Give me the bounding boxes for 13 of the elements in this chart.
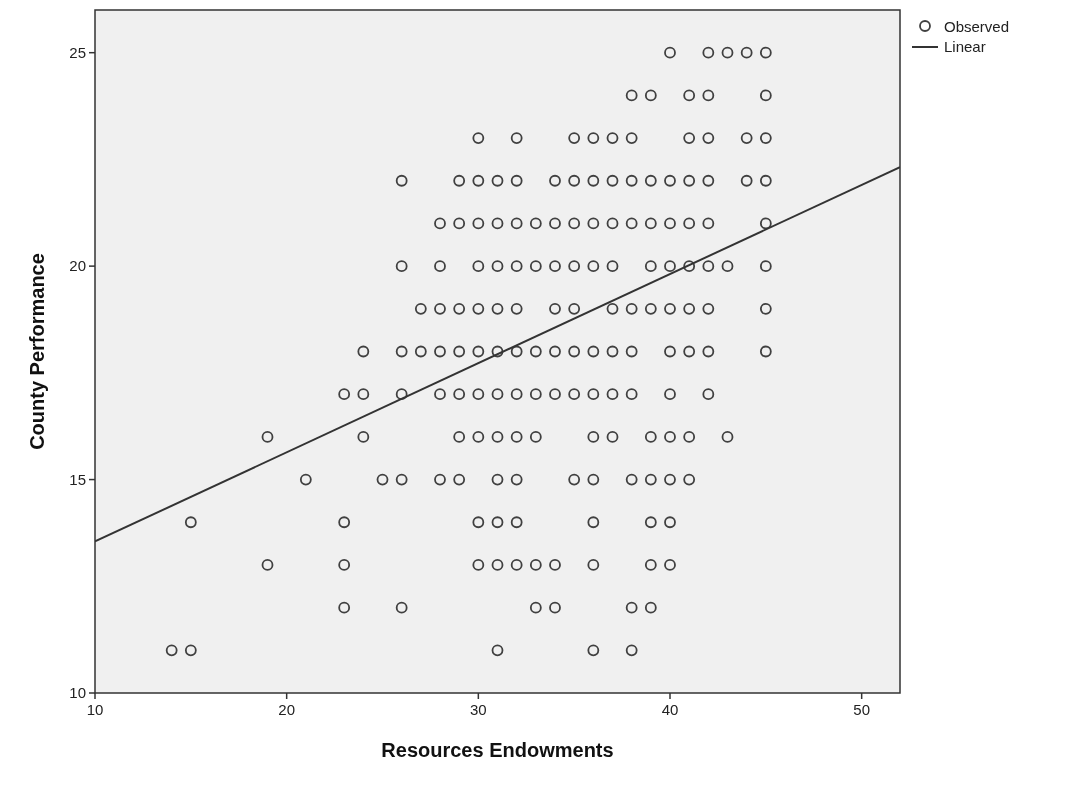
y-tick-label: 10 xyxy=(69,684,86,701)
y-axis-title: County Performance xyxy=(26,253,48,450)
x-tick-label: 50 xyxy=(853,701,871,718)
legend-label: Observed xyxy=(944,18,1010,35)
y-tick-label: 20 xyxy=(69,257,86,275)
x-tick-label: 20 xyxy=(278,701,296,718)
x-tick-label: 10 xyxy=(86,701,104,718)
x-tick-label: 30 xyxy=(469,701,487,718)
x-tick-label: 40 xyxy=(661,701,679,718)
y-tick-label: 25 xyxy=(69,43,86,61)
legend-label: Linear xyxy=(944,38,986,55)
y-tick-label: 15 xyxy=(69,470,86,488)
x-axis-title: Resources Endowments xyxy=(381,739,614,761)
